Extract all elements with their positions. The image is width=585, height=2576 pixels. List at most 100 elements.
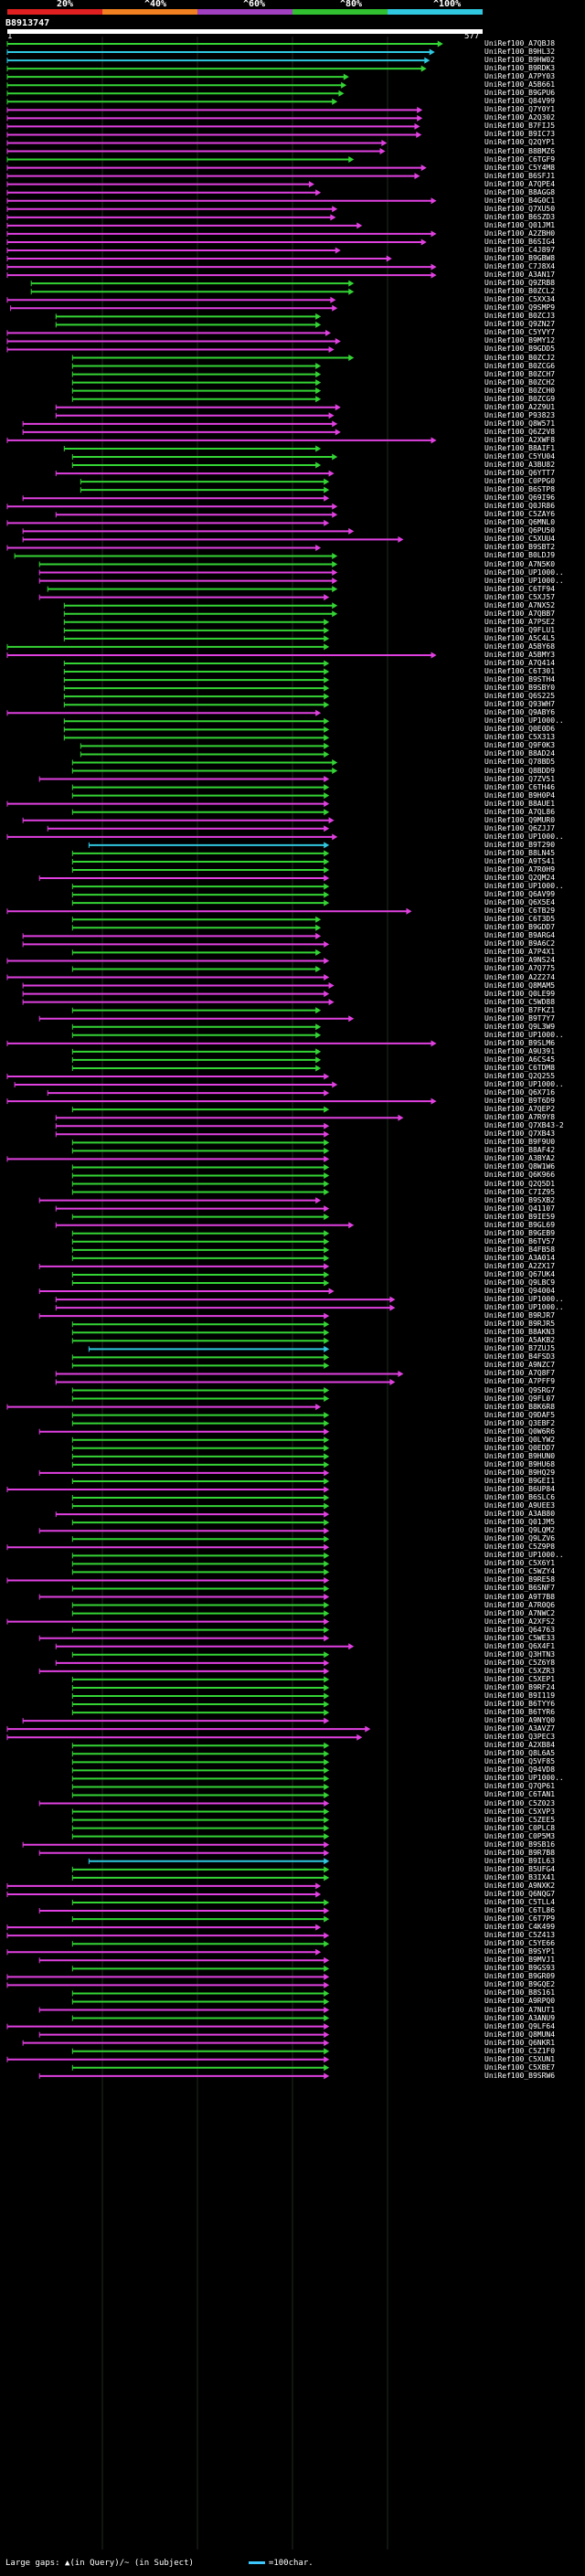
hit-label[interactable]: UniRef100_C5Z6Y8 — [484, 1658, 556, 1667]
hit-label[interactable]: UniRef100_A2XWF8 — [484, 435, 556, 444]
hit-label[interactable]: UniRef100_C5Y4M8 — [484, 163, 556, 172]
hit-label[interactable]: UniRef100_B0ZCG6 — [484, 361, 556, 370]
hit-label[interactable]: UniRef100_Q7QP61 — [484, 1782, 556, 1791]
hit-label[interactable]: UniRef100_C7J8X4 — [484, 262, 556, 271]
hit-label[interactable]: UniRef100_B8AIF1 — [484, 443, 556, 452]
hit-label[interactable]: UniRef100_B8AF42 — [484, 1146, 556, 1155]
hit-label[interactable]: UniRef100_A7NX52 — [484, 600, 556, 610]
hit-label[interactable]: UniRef100_B6TV57 — [484, 1236, 556, 1246]
hit-label[interactable]: UniRef100_B7FIJ5 — [484, 122, 556, 131]
hit-label[interactable]: UniRef100_A7R0H9 — [484, 865, 556, 874]
hit-label[interactable]: UniRef100_Q0JR86 — [484, 502, 556, 511]
hit-label[interactable]: UniRef100_B6TYY6 — [484, 1700, 556, 1709]
hit-label[interactable]: UniRef100_A5BY68 — [484, 641, 556, 651]
hit-label[interactable]: UniRef100_B9GS93 — [484, 1964, 556, 1973]
hit-label[interactable]: UniRef100_C5Z9P8 — [484, 1542, 556, 1552]
hit-label[interactable]: UniRef100_C5YU04 — [484, 452, 556, 461]
hit-label[interactable]: UniRef100_A7QPE4 — [484, 179, 556, 188]
hit-label[interactable]: UniRef100_A3A014 — [484, 1253, 556, 1262]
hit-label[interactable]: UniRef100_B9HL32 — [484, 48, 556, 57]
hit-label[interactable]: UniRef100_Q94VD8 — [484, 1765, 556, 1775]
hit-label[interactable]: UniRef100_Q2Q5D1 — [484, 1179, 556, 1188]
hit-label[interactable]: UniRef100_Q9FL07 — [484, 1394, 556, 1403]
hit-label[interactable]: UniRef100_C5XVP3 — [484, 1807, 556, 1816]
hit-label[interactable]: UniRef100_A7R9Y8 — [484, 1113, 556, 1122]
hit-label[interactable]: UniRef100_Q9L3W9 — [484, 1022, 556, 1031]
hit-label[interactable]: UniRef100_B9SYP1 — [484, 1947, 556, 1956]
hit-label[interactable]: UniRef100_Q6MNL0 — [484, 518, 556, 527]
hit-label[interactable]: UniRef100_C6T301 — [484, 667, 556, 676]
hit-label[interactable]: UniRef100_Q6X716 — [484, 1088, 556, 1097]
hit-label[interactable]: UniRef100_B9MVJ1 — [484, 1956, 556, 1965]
hit-label[interactable]: UniRef100_B9HU68 — [484, 1459, 556, 1468]
hit-label[interactable]: UniRef100_A7N5K0 — [484, 559, 556, 568]
hit-label[interactable]: UniRef100_A9NZC7 — [484, 1361, 556, 1370]
hit-label[interactable]: UniRef100_C0PLC8 — [484, 1823, 556, 1832]
hit-label[interactable]: UniRef100_B9GBW8 — [484, 254, 556, 263]
hit-label[interactable]: UniRef100_UP1000.. — [484, 576, 564, 585]
hit-label[interactable]: UniRef100_C5WZY4 — [484, 1567, 556, 1576]
hit-label[interactable]: UniRef100_C5XUN1 — [484, 2054, 556, 2063]
hit-label[interactable]: UniRef100_Q01JM5 — [484, 1518, 556, 1527]
hit-label[interactable]: UniRef100_B6SLC6 — [484, 1493, 556, 1502]
hit-label[interactable]: UniRef100_Q8BDD9 — [484, 766, 556, 775]
hit-label[interactable]: UniRef100_Q3HTN3 — [484, 1649, 556, 1659]
hit-label[interactable]: UniRef100_Q67UK4 — [484, 1269, 556, 1278]
hit-label[interactable]: UniRef100_UP1000.. — [484, 1551, 564, 1560]
hit-label[interactable]: UniRef100_UP1000.. — [484, 567, 564, 577]
hit-label[interactable]: UniRef100_UP1000.. — [484, 1080, 564, 1089]
hit-label[interactable]: UniRef100_Q7Y0Y1 — [484, 105, 556, 114]
hit-label[interactable]: UniRef100_Q01JM1 — [484, 220, 556, 229]
hit-label[interactable]: UniRef100_B7FKZ1 — [484, 1005, 556, 1014]
hit-label[interactable]: UniRef100_Q7XB43-2 — [484, 1121, 564, 1130]
hit-label[interactable]: UniRef100_C5XJ57 — [484, 592, 556, 601]
hit-label[interactable]: UniRef100_Q9ZN27 — [484, 320, 556, 329]
hit-label[interactable]: UniRef100_Q9MUR0 — [484, 815, 556, 824]
hit-label[interactable]: UniRef100_UP1000.. — [484, 1774, 564, 1783]
hit-label[interactable]: UniRef100_Q6ZJJ7 — [484, 823, 556, 832]
hit-label[interactable]: UniRef100_Q3PEC3 — [484, 1733, 556, 1742]
hit-label[interactable]: UniRef100_B0ZCJ3 — [484, 312, 556, 321]
hit-label[interactable]: UniRef100_A9TS41 — [484, 856, 556, 865]
hit-label[interactable]: UniRef100_A9T7B8 — [484, 1592, 556, 1601]
hit-label[interactable]: UniRef100_P93823 — [484, 410, 556, 419]
hit-label[interactable]: UniRef100_B0ZCL2 — [484, 287, 556, 296]
hit-label[interactable]: UniRef100_B9MY12 — [484, 336, 556, 345]
hit-label[interactable]: UniRef100_C6T3D5 — [484, 915, 556, 924]
hit-label[interactable]: UniRef100_Q8MAM5 — [484, 981, 556, 990]
hit-label[interactable]: UniRef100_C5Z413 — [484, 1931, 556, 1940]
hit-label[interactable]: UniRef100_A3BU82 — [484, 461, 556, 470]
hit-label[interactable]: UniRef100_Q78BD5 — [484, 758, 556, 767]
hit-label[interactable]: UniRef100_B9IL63 — [484, 1856, 556, 1865]
hit-label[interactable]: UniRef100_A2XB84 — [484, 1741, 556, 1750]
hit-label[interactable]: UniRef100_UP1000.. — [484, 882, 564, 891]
hit-label[interactable]: UniRef100_B9I119 — [484, 1691, 556, 1700]
hit-label[interactable]: UniRef100_B9GL69 — [484, 1220, 556, 1229]
hit-label[interactable]: UniRef100_Q9ZRB8 — [484, 279, 556, 288]
hit-label[interactable]: UniRef100_C7IZ95 — [484, 1187, 556, 1196]
hit-label[interactable]: UniRef100_Q6YTT7 — [484, 469, 556, 478]
hit-label[interactable]: UniRef100_UP1000.. — [484, 832, 564, 841]
hit-label[interactable]: UniRef100_B0ZCG9 — [484, 394, 556, 403]
hit-label[interactable]: UniRef100_Q6S225 — [484, 692, 556, 701]
hit-label[interactable]: UniRef100_Q6X4F1 — [484, 1641, 556, 1650]
hit-label[interactable]: UniRef100_B0ZCH7 — [484, 369, 556, 378]
hit-label[interactable]: UniRef100_B9IC73 — [484, 130, 556, 139]
hit-label[interactable]: UniRef100_B9SBY0 — [484, 684, 556, 693]
hit-label[interactable]: UniRef100_A3BYA2 — [484, 1154, 556, 1163]
hit-label[interactable]: UniRef100_B9SXB2 — [484, 1195, 556, 1204]
hit-label[interactable]: UniRef100_Q8W1W6 — [484, 1162, 556, 1171]
hit-label[interactable]: UniRef100_B6SZD3 — [484, 212, 556, 221]
hit-label[interactable]: UniRef100_Q64763 — [484, 1625, 556, 1634]
hit-label[interactable]: UniRef100_B9ARG4 — [484, 931, 556, 940]
hit-label[interactable]: UniRef100_A7PFF9 — [484, 1377, 556, 1386]
hit-label[interactable]: UniRef100_Q2QM24 — [484, 874, 556, 883]
hit-label[interactable]: UniRef100_C5ZEE5 — [484, 1815, 556, 1824]
hit-label[interactable]: UniRef100_Q9LQM2 — [484, 1526, 556, 1535]
hit-label[interactable]: UniRef100_B9RJR7 — [484, 1311, 556, 1320]
hit-label[interactable]: UniRef100_B9SLM6 — [484, 1038, 556, 1047]
hit-label[interactable]: UniRef100_B9HW02 — [484, 56, 556, 65]
hit-label[interactable]: UniRef100_A5B661 — [484, 80, 556, 90]
hit-label[interactable]: UniRef100_A5C4L5 — [484, 633, 556, 642]
hit-label[interactable]: UniRef100_C6TAN1 — [484, 1790, 556, 1799]
